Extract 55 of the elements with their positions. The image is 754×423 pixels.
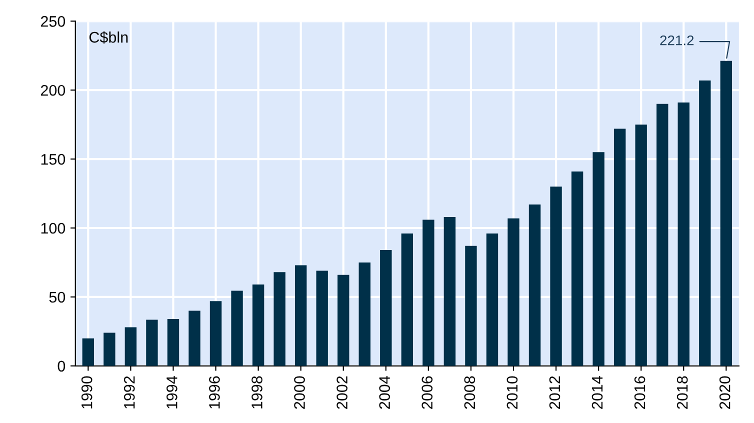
bar [528, 204, 541, 366]
x-tick-label: 2012 [549, 376, 560, 409]
bar [465, 246, 477, 366]
bar [635, 124, 647, 366]
bar [401, 234, 414, 366]
x-tick-label: 2016 [634, 376, 646, 409]
x-tick-label: 1998 [252, 376, 262, 408]
bar [720, 60, 732, 366]
y-tick-label: 50 [49, 292, 66, 303]
bar [82, 338, 94, 366]
bar [508, 218, 520, 366]
bar [188, 310, 200, 366]
bar [274, 272, 286, 366]
y-tick-label: 0 [58, 360, 66, 372]
x-tick-label: 2020 [719, 376, 730, 409]
bar [338, 274, 350, 366]
x-tick-label: 2018 [676, 376, 688, 409]
x-tick-label: 2002 [336, 376, 348, 409]
x-tick-label: 1994 [166, 376, 178, 408]
bar [444, 216, 456, 366]
y-tick-label: 100 [41, 222, 66, 234]
bar [486, 234, 498, 366]
bar [614, 128, 626, 366]
bar [678, 102, 690, 366]
x-tick-label: 1992 [124, 376, 135, 408]
bar [104, 332, 116, 366]
y-tick-label: 200 [40, 84, 66, 96]
bar [316, 270, 328, 366]
bar [124, 327, 137, 366]
x-tick-label: 2000 [294, 376, 305, 409]
bar [231, 290, 243, 366]
x-tick-label: 1996 [209, 376, 220, 408]
bar [210, 301, 222, 366]
bar [252, 284, 264, 366]
bar [656, 104, 668, 366]
bar [167, 319, 180, 366]
y-tick-label: 150 [41, 154, 66, 165]
annotation: 221.2 [660, 35, 694, 46]
bar [422, 220, 434, 366]
bar [380, 250, 392, 366]
x-tick-label: 1990 [81, 376, 92, 408]
bar [550, 186, 562, 366]
y-axis-title: C$bln [89, 31, 128, 44]
x-tick-label: 2006 [422, 376, 433, 409]
x-tick-label: 2010 [506, 376, 518, 409]
x-tick-label: 2004 [379, 376, 390, 409]
bar [592, 152, 604, 366]
y-tick-label: 250 [40, 16, 66, 27]
bar [146, 320, 158, 366]
bar [571, 171, 584, 366]
bar [699, 80, 711, 366]
x-tick-label: 2008 [464, 376, 476, 409]
bar [294, 265, 307, 366]
bar [358, 262, 370, 366]
x-tick-label: 2014 [592, 376, 603, 409]
